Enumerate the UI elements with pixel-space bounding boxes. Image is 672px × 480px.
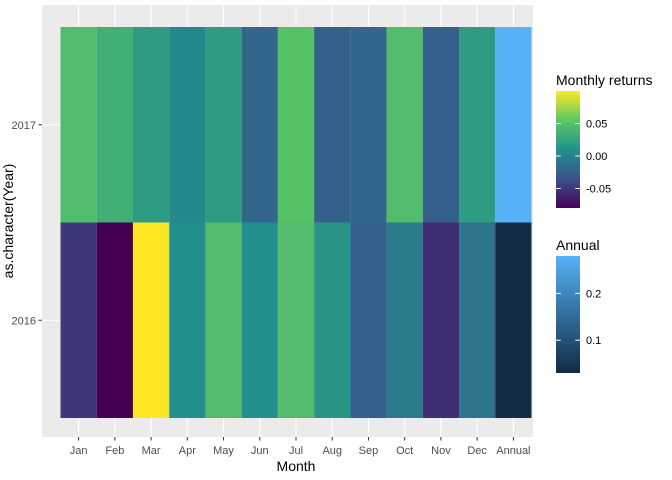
heatmap-cell-nov-2017 xyxy=(422,27,460,223)
x-tick-label: Oct xyxy=(396,445,413,457)
legend-monthly-tick-label: 0.05 xyxy=(586,119,607,131)
legend-monthly-tick-label: -0.05 xyxy=(586,184,611,196)
legend-annual-title: Annual xyxy=(556,237,600,253)
heatmap-cell-oct-2017 xyxy=(386,27,423,223)
heatmap-cell-may-2017 xyxy=(205,27,242,223)
x-tick-label: Jan xyxy=(70,445,88,457)
heatmap-cell-apr-2017 xyxy=(169,27,206,223)
heatmap-cell-dec-2017 xyxy=(459,27,496,223)
x-tick-label: Dec xyxy=(467,445,487,457)
legend-monthly-tick-label: 0.00 xyxy=(586,151,607,163)
y-tick-label: 2017 xyxy=(12,120,36,132)
heatmap-cell-dec-2016 xyxy=(459,222,496,418)
heatmap-cell-mar-2017 xyxy=(132,27,170,223)
legend-monthly-colorbar xyxy=(556,91,580,208)
heatmap-cell-sep-2016 xyxy=(350,222,387,418)
heatmap-cell-nov-2016 xyxy=(422,222,460,418)
heatmap-cell-jan-2017 xyxy=(60,27,97,223)
heatmap-cell-jun-2016 xyxy=(241,222,278,418)
y-axis-title: as.character(Year) xyxy=(0,164,16,279)
heatmap-cell-mar-2016 xyxy=(132,222,170,418)
y-axis-ticks: 2016 2017 xyxy=(12,120,42,327)
legend-annual-tick-label: 0.2 xyxy=(586,288,601,300)
legend-annual-tick-label: 0.1 xyxy=(586,335,601,347)
x-tick-label: Sep xyxy=(359,445,379,457)
x-tick-label: Aug xyxy=(322,445,342,457)
legend-monthly-ticks: 0.05 0.00 -0.05 xyxy=(556,119,611,196)
heatmap-cell-sep-2017 xyxy=(350,27,387,223)
heatmap-cell-jul-2017 xyxy=(277,27,315,223)
x-tick-label: Jun xyxy=(251,445,269,457)
x-tick-label: Jul xyxy=(289,445,303,457)
heatmap-cell-aug-2016 xyxy=(314,222,351,418)
x-tick-label: Nov xyxy=(431,445,451,457)
heatmap-cell-jun-2017 xyxy=(241,27,278,223)
heatmap-cell-annual-2017 xyxy=(495,27,532,223)
heatmap-cells xyxy=(60,27,532,418)
heatmap-cell-feb-2017 xyxy=(96,27,133,223)
x-tick-label: Mar xyxy=(142,445,161,457)
heatmap-cell-may-2016 xyxy=(205,222,242,418)
heatmap-cell-feb-2016 xyxy=(96,222,133,418)
y-tick-label: 2016 xyxy=(12,315,36,327)
x-tick-label: Apr xyxy=(179,445,196,457)
heatmap-cell-apr-2016 xyxy=(169,222,206,418)
legend-monthly-title: Monthly returns xyxy=(556,72,652,88)
x-tick-label: May xyxy=(213,445,234,457)
heatmap-cell-jul-2016 xyxy=(277,222,315,418)
x-axis-ticks: Jan Feb Mar Apr May Jun Jul Aug Sep Oct Nov Dec Annu… xyxy=(70,437,531,457)
x-tick-label: Feb xyxy=(105,445,124,457)
x-tick-label: Annual xyxy=(496,445,530,457)
heatmap-cell-aug-2017 xyxy=(314,27,351,223)
x-axis-title: Month xyxy=(277,458,316,474)
heatmap-cell-oct-2016 xyxy=(386,222,423,418)
legend-annual: Annual 0.2 0.1 xyxy=(556,237,601,373)
legend-monthly-returns: Monthly returns 0.05 0.00 -0.05 xyxy=(556,72,652,208)
heatmap-cell-jan-2016 xyxy=(60,222,97,418)
heatmap-cell-annual-2016 xyxy=(495,222,532,418)
legend-annual-colorbar xyxy=(556,256,580,373)
legend-annual-ticks: 0.2 0.1 xyxy=(556,288,601,347)
